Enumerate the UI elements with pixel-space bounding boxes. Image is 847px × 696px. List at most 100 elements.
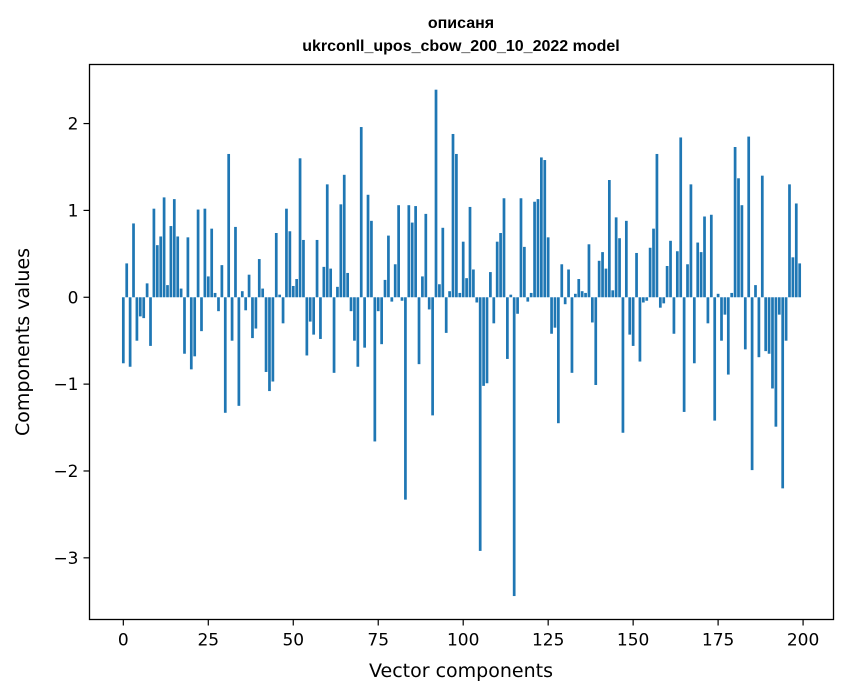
bar — [536, 199, 540, 298]
bar — [679, 137, 683, 298]
bar — [631, 297, 635, 346]
bar — [315, 239, 319, 298]
bar — [516, 297, 519, 314]
bar — [645, 297, 649, 301]
bar — [468, 206, 472, 298]
bar — [777, 297, 781, 315]
bar — [550, 297, 553, 334]
bar — [353, 297, 356, 341]
bar — [247, 274, 251, 298]
bar — [261, 288, 265, 298]
x-tick-label: 150 — [617, 631, 649, 651]
bar — [737, 178, 740, 298]
bar — [264, 297, 268, 372]
bar — [186, 237, 190, 298]
bar — [675, 251, 679, 298]
bar — [482, 297, 485, 386]
bar — [172, 199, 176, 298]
bar — [373, 297, 377, 442]
bar — [624, 220, 628, 298]
bar — [509, 294, 513, 298]
bar — [217, 297, 220, 312]
bar — [319, 297, 322, 339]
bar — [257, 259, 261, 298]
bar — [720, 297, 723, 341]
bar — [713, 297, 717, 421]
bar — [407, 205, 411, 298]
bar — [648, 247, 652, 298]
bar — [370, 220, 373, 298]
bar — [393, 264, 397, 298]
bar — [397, 205, 400, 298]
bar — [472, 269, 475, 298]
bar — [614, 217, 618, 298]
bar — [193, 297, 197, 357]
bar — [325, 184, 329, 298]
bar — [611, 290, 615, 298]
bar — [291, 285, 295, 298]
bar — [285, 208, 288, 298]
bar — [455, 153, 458, 298]
bar — [295, 279, 299, 298]
bar — [281, 297, 285, 324]
bar — [132, 223, 135, 298]
bar — [546, 237, 550, 298]
bar — [166, 285, 169, 298]
bar — [441, 227, 445, 298]
bar — [322, 266, 326, 298]
bar — [747, 136, 751, 298]
bar — [709, 214, 713, 298]
bar — [421, 276, 424, 298]
bar — [458, 292, 462, 298]
bar — [179, 288, 183, 298]
bar — [557, 297, 560, 424]
bar — [492, 297, 496, 324]
bar — [213, 292, 217, 298]
bar — [723, 297, 727, 315]
bar — [686, 264, 689, 298]
bar — [366, 194, 370, 298]
bar — [251, 297, 254, 339]
bar — [210, 228, 214, 298]
bar — [176, 236, 180, 298]
bar — [404, 297, 407, 500]
bar — [332, 297, 336, 373]
bar — [302, 239, 305, 298]
bar — [431, 297, 434, 416]
bar — [533, 201, 536, 298]
bar — [635, 252, 638, 298]
bar — [669, 240, 672, 298]
bar — [152, 208, 156, 298]
bar — [461, 241, 465, 298]
bar — [774, 297, 778, 427]
bar — [641, 297, 645, 303]
bar — [387, 235, 390, 298]
bar — [628, 297, 632, 335]
bar — [240, 291, 244, 298]
bar — [750, 297, 754, 471]
bar — [329, 268, 333, 298]
x-tick-label: 25 — [197, 631, 219, 651]
bar — [682, 297, 686, 412]
bar — [424, 213, 428, 298]
y-tick-label: 1 — [68, 201, 79, 221]
bar — [506, 297, 509, 359]
bar — [390, 297, 394, 302]
bar — [427, 297, 431, 310]
bar — [200, 297, 203, 332]
bar — [448, 291, 451, 298]
bar — [206, 276, 210, 298]
x-tick-label: 0 — [118, 631, 129, 651]
bar — [499, 233, 502, 298]
bar — [771, 297, 774, 389]
bar — [363, 297, 366, 348]
bar — [383, 279, 387, 298]
plot-area-frame — [88, 63, 835, 621]
y-axis-ticks: −3 −2 −1 0 1 2 — [53, 115, 90, 569]
bar — [570, 297, 574, 373]
bar — [349, 297, 353, 312]
bar — [743, 297, 747, 350]
bar — [577, 279, 581, 298]
